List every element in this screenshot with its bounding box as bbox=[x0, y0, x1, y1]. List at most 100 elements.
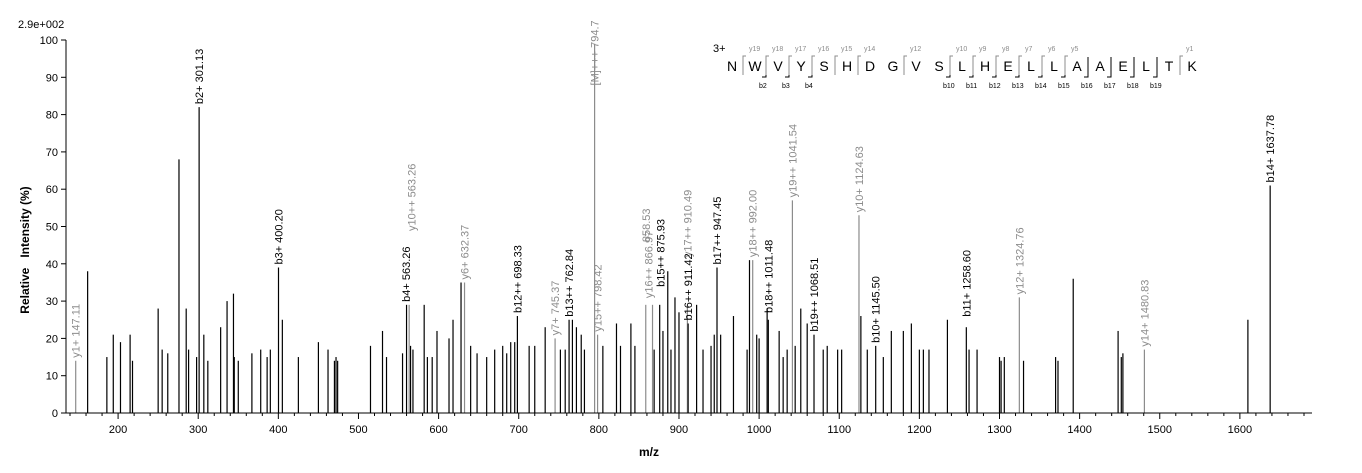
b-ion-label: b4 bbox=[805, 83, 813, 90]
b-ion-label: b2 bbox=[759, 83, 767, 90]
y-ion-label: y18 bbox=[772, 46, 783, 53]
b-ion-label: b16 bbox=[1081, 83, 1093, 90]
peak-label: y6+ 632.37 bbox=[460, 225, 472, 280]
sequence-residue: E bbox=[1118, 58, 1127, 74]
sequence-residue: S bbox=[819, 58, 828, 74]
y-ion-bracket bbox=[1064, 55, 1068, 75]
y-ion-label: y6 bbox=[1048, 46, 1056, 53]
peak-label: b14+ 1637.78 bbox=[1265, 115, 1277, 183]
peak-label: b12++ 698.33 bbox=[512, 245, 524, 313]
y-tick-label: 90 bbox=[46, 72, 58, 84]
x-tick-label: 800 bbox=[590, 424, 608, 436]
y-ion-label: y7 bbox=[1025, 46, 1033, 53]
x-tick-label: 700 bbox=[510, 424, 528, 436]
sequence-residue: A bbox=[1095, 58, 1105, 74]
y-tick-label: 20 bbox=[46, 333, 58, 345]
b-ion-label: b19 bbox=[1150, 83, 1162, 90]
y-ion-bracket bbox=[788, 55, 792, 75]
sequence-residue: S bbox=[934, 58, 943, 74]
x-tick-label: 900 bbox=[670, 424, 688, 436]
y-tick-label: 30 bbox=[46, 296, 58, 308]
b-ion-label: b15 bbox=[1058, 83, 1070, 90]
x-axis-label: m/z bbox=[639, 445, 659, 459]
b-ion-bracket bbox=[1061, 57, 1066, 78]
peak-label: b3+ 400.20 bbox=[274, 209, 286, 264]
peak-label: b16++ 911.42 bbox=[683, 253, 695, 320]
peak-label: y12+ 1324.76 bbox=[1014, 227, 1026, 294]
y-ion-label: y14 bbox=[864, 46, 875, 53]
y-tick-label: 100 bbox=[40, 35, 58, 47]
b-ion-label: b14 bbox=[1035, 83, 1047, 90]
y-ion-label: y16 bbox=[818, 46, 829, 53]
x-tick-label: 1100 bbox=[827, 424, 851, 436]
y-ion-bracket bbox=[834, 55, 838, 75]
peak-label: b2+ 301.13 bbox=[194, 49, 206, 104]
b-ion-label: b13 bbox=[1012, 83, 1024, 90]
peak-label: b13++ 762.84 bbox=[564, 249, 576, 317]
x-axis: 200 300 400 500 600 700 800 900 1000 1100 1200 1300… bbox=[69, 413, 1305, 436]
y-ion-label: y5 bbox=[1071, 46, 1079, 53]
b-ion-label: b18 bbox=[1127, 83, 1139, 90]
b-ion-bracket bbox=[762, 57, 767, 78]
sequence-residue: V bbox=[911, 58, 921, 74]
y-ion-bracket bbox=[857, 55, 861, 75]
y-axis: 0 10 20 30 40 50 60 70 80 90 100 bbox=[40, 35, 66, 420]
y-ion-label: y15 bbox=[841, 46, 852, 53]
b-ion-bracket bbox=[1107, 57, 1112, 78]
peak-series bbox=[75, 43, 1271, 413]
sequence-residue: H bbox=[980, 58, 990, 74]
b-ion-bracket bbox=[1038, 57, 1043, 78]
y-ion-bracket bbox=[765, 55, 769, 75]
x-tick-label: 400 bbox=[269, 424, 287, 436]
peak-annotations: y1+ 147.11 b2+ 301.13 b3+ 400.20 b4+ 563.26… bbox=[71, 20, 1277, 357]
b-ion-label: b12 bbox=[989, 83, 1001, 90]
peak-label: b10+ 1145.50 bbox=[871, 276, 883, 343]
peak-label: b11+ 1258.60 bbox=[961, 250, 973, 317]
x-tick-label: 1200 bbox=[907, 424, 931, 436]
x-tick-label: 200 bbox=[109, 424, 127, 436]
peak-label: y18++ 992.00 bbox=[748, 190, 760, 257]
b-ion-bracket bbox=[1015, 57, 1020, 78]
peak-label: b19++ 1068.51 bbox=[809, 258, 821, 332]
b-ion-bracket bbox=[969, 57, 974, 78]
intensity-scale-label: 2.9e+002 bbox=[18, 19, 64, 31]
sequence-residue: L bbox=[958, 58, 966, 74]
y-ion-bracket bbox=[1179, 55, 1183, 75]
y-ion-bracket bbox=[811, 55, 815, 75]
y-ion-label: y8 bbox=[1002, 46, 1010, 53]
y-tick-label: 10 bbox=[46, 371, 58, 383]
x-tick-label: 500 bbox=[349, 424, 367, 436]
y-ion-bracket bbox=[972, 55, 976, 75]
y-ion-label: y1 bbox=[1186, 46, 1194, 53]
b-ion-bracket bbox=[1130, 57, 1135, 78]
b-ion-label: b10 bbox=[943, 83, 955, 90]
x-tick-label: 1300 bbox=[987, 424, 1011, 436]
b-ion-bracket bbox=[992, 57, 997, 78]
peak-label: y19++ 1041.54 bbox=[787, 124, 799, 197]
peak-label: b15++ 875.93 bbox=[656, 219, 668, 287]
sequence-residue: E bbox=[1003, 58, 1012, 74]
peak-label: y1+ 147.11 bbox=[71, 304, 83, 358]
peak-label: y10++ 563.26 bbox=[406, 164, 418, 231]
sequence-residue: L bbox=[1142, 58, 1150, 74]
y-ion-bracket bbox=[1041, 55, 1045, 75]
x-tick-label: 1500 bbox=[1148, 424, 1172, 436]
peak-label: [M]+++ 794.7 bbox=[590, 20, 602, 85]
b-ion-bracket bbox=[808, 57, 813, 78]
y-axis-label: Relative Intensity (%) bbox=[18, 186, 32, 313]
sequence-residue: Y bbox=[796, 58, 806, 74]
b-ion-bracket bbox=[1084, 57, 1089, 78]
y-ion-label: y17 bbox=[795, 46, 806, 53]
sequence-residue: A bbox=[1072, 58, 1082, 74]
y-ion-label: y9 bbox=[979, 46, 987, 53]
sequence-residue: L bbox=[1027, 58, 1035, 74]
y-tick-label: 70 bbox=[46, 147, 58, 159]
x-tick-label: 1600 bbox=[1228, 424, 1252, 436]
x-tick-label: 1000 bbox=[747, 424, 771, 436]
peak-label: y17++ 910.49 bbox=[682, 190, 694, 257]
precursor-charge: 3+ bbox=[713, 43, 726, 55]
sequence-residue: K bbox=[1187, 58, 1197, 74]
peak-label: y7+ 745.37 bbox=[550, 281, 562, 336]
sequence-residue: D bbox=[865, 58, 875, 74]
